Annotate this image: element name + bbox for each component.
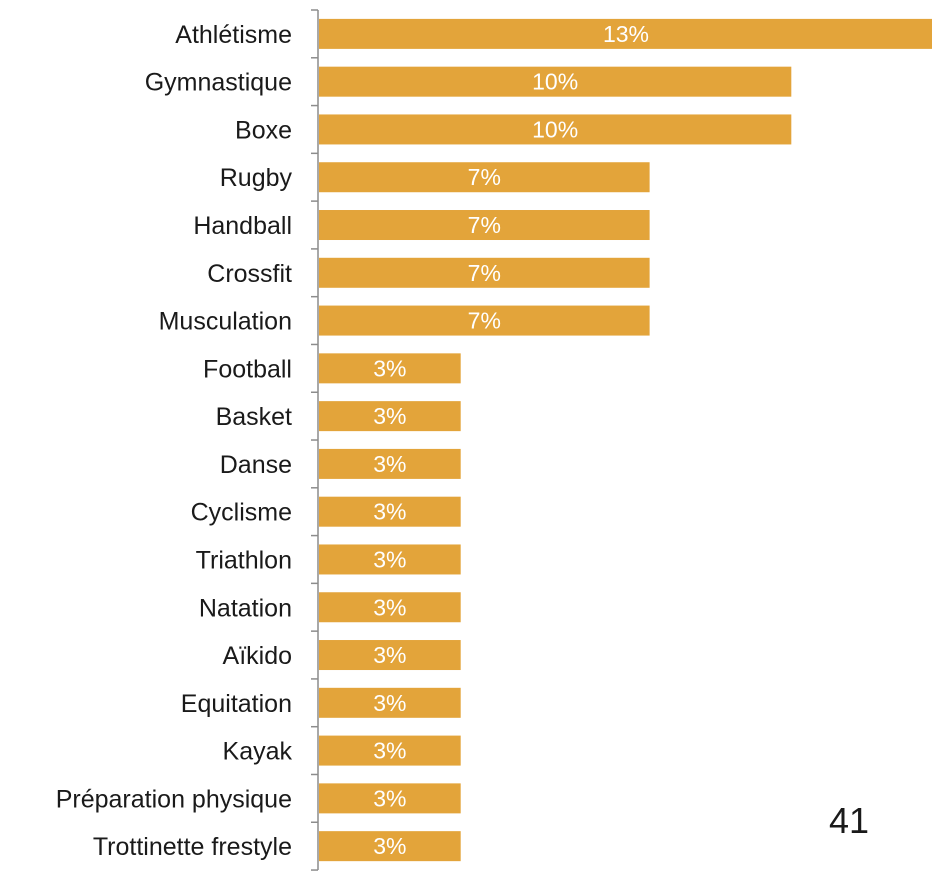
data-label: 3% [373,355,406,381]
data-label: 13% [603,21,649,47]
bar [319,353,461,384]
data-label: 3% [373,499,406,525]
category-label: Basket [216,403,292,431]
bar [319,66,792,97]
category-label: Triathlon [196,546,292,574]
data-labels: 13% 10% 10% 7% 7% 7% 7% 3% 3% 3% 3% 3% 3% 3% 3% 3% 3% 3% [373,21,649,859]
bar [319,831,461,862]
data-label: 3% [373,738,406,764]
data-label: 3% [373,594,406,620]
bar [319,305,650,336]
category-label: Crossfit [207,260,292,288]
bar [319,448,461,479]
bar [319,257,650,288]
category-label: Cyclisme [191,499,292,527]
bar [319,401,461,432]
bar [319,18,932,49]
category-label: Boxe [235,116,292,144]
category-label: Natation [199,594,292,622]
category-label: Football [203,355,292,383]
bar [319,496,461,527]
bar [319,735,461,766]
bar [319,640,461,671]
data-label: 10% [532,116,578,142]
data-label: 7% [468,260,501,286]
category-label: Athlétisme [175,21,292,49]
category-label: Aïkido [223,642,292,670]
bar [319,210,650,241]
data-label: 7% [468,308,501,334]
category-labels: Athlétisme Gymnastique Boxe Rugby Handball Cr… [56,21,293,861]
category-label: Danse [220,451,292,479]
bar [319,687,461,718]
bar [319,114,792,145]
category-label: Gymnastique [145,69,292,97]
data-label: 3% [373,785,406,811]
category-label: Musculation [159,308,292,336]
bar [319,162,650,193]
data-label: 10% [532,69,578,95]
bar [319,544,461,575]
category-label: Préparation physique [56,785,292,813]
bars-group [319,18,932,862]
data-label: 7% [468,164,501,190]
category-label: Kayak [223,738,293,766]
data-label: 3% [373,546,406,572]
category-label: Rugby [220,164,293,192]
page-number: 41 [829,800,870,841]
category-label: Equitation [181,690,292,718]
category-axis [311,9,319,871]
data-label: 3% [373,833,406,859]
bar [319,783,461,814]
data-label: 7% [468,212,501,238]
category-label: Handball [193,212,292,240]
data-label: 3% [373,451,406,477]
data-label: 3% [373,642,406,668]
data-label: 3% [373,403,406,429]
data-label: 3% [373,690,406,716]
bar [319,592,461,623]
category-label: Trottinette frestyle [93,833,292,861]
